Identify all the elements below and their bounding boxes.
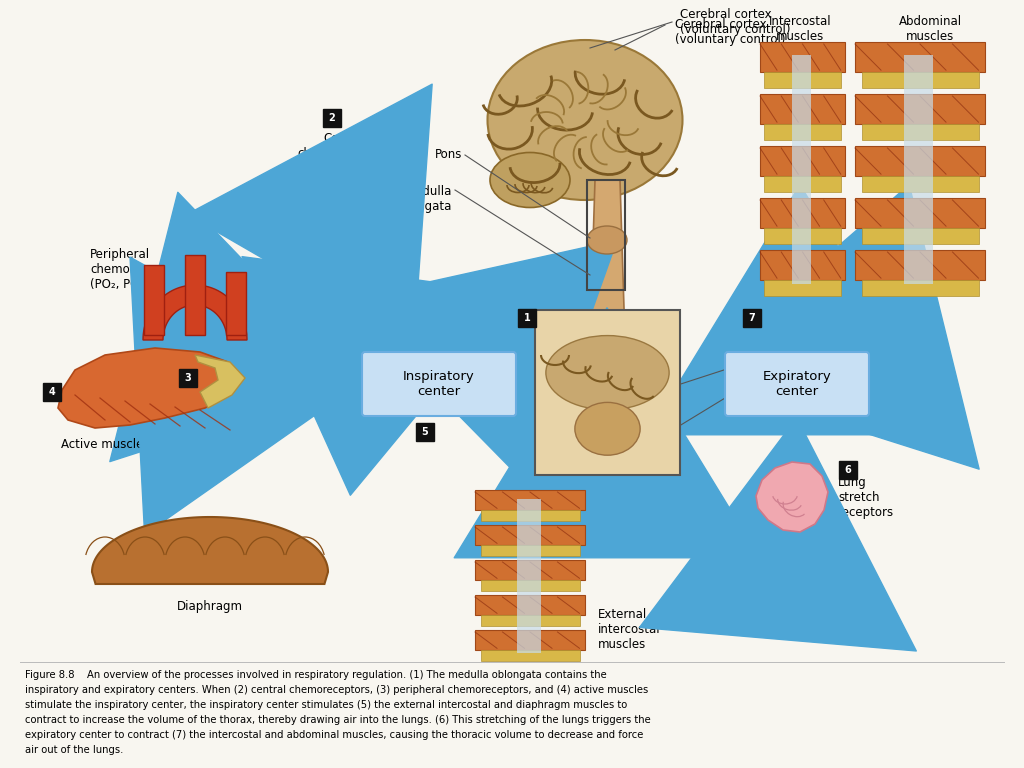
FancyBboxPatch shape (855, 250, 985, 280)
Text: External
intercostal
muscles: External intercostal muscles (598, 608, 660, 651)
FancyBboxPatch shape (760, 146, 845, 176)
FancyBboxPatch shape (480, 545, 580, 556)
FancyBboxPatch shape (480, 650, 580, 660)
FancyBboxPatch shape (764, 228, 841, 243)
FancyBboxPatch shape (475, 525, 585, 545)
FancyBboxPatch shape (518, 309, 536, 327)
FancyBboxPatch shape (743, 309, 761, 327)
Polygon shape (92, 517, 328, 584)
Polygon shape (195, 355, 245, 408)
FancyBboxPatch shape (43, 383, 61, 401)
FancyBboxPatch shape (904, 55, 933, 284)
Text: Abdominal
muscles: Abdominal muscles (898, 15, 962, 43)
Polygon shape (144, 265, 164, 335)
Polygon shape (590, 180, 625, 340)
Ellipse shape (574, 402, 640, 455)
Text: 7: 7 (749, 313, 756, 323)
Polygon shape (226, 272, 246, 335)
Text: Diaphragm: Diaphragm (177, 600, 243, 613)
FancyBboxPatch shape (764, 72, 841, 88)
FancyBboxPatch shape (760, 42, 845, 72)
Text: Pons: Pons (434, 148, 462, 161)
FancyBboxPatch shape (764, 124, 841, 140)
FancyBboxPatch shape (793, 55, 811, 284)
Text: Inspiratory
center: Inspiratory center (403, 370, 475, 398)
Text: Medulla
oblongata: Medulla oblongata (392, 185, 452, 213)
FancyBboxPatch shape (861, 280, 979, 296)
FancyBboxPatch shape (416, 423, 434, 441)
FancyBboxPatch shape (855, 42, 985, 72)
Text: inspiratory and expiratory centers. When (2) central chemoreceptors, (3) periphe: inspiratory and expiratory centers. When… (25, 685, 648, 695)
Text: Central
chemoreceptors
(PCO₂, pH): Central chemoreceptors (PCO₂, pH) (297, 132, 393, 175)
FancyBboxPatch shape (760, 94, 845, 124)
FancyBboxPatch shape (475, 630, 585, 650)
Text: Cerebral cortex
(voluntary control): Cerebral cortex (voluntary control) (675, 18, 785, 46)
Polygon shape (185, 255, 205, 335)
Text: stimulate the inspiratory center, the inspiratory center stimulates (5) the exte: stimulate the inspiratory center, the in… (25, 700, 628, 710)
Text: Lung
stretch
receptors: Lung stretch receptors (838, 476, 894, 519)
FancyBboxPatch shape (179, 369, 197, 387)
Text: 4: 4 (48, 387, 55, 397)
Text: 1: 1 (523, 313, 530, 323)
FancyBboxPatch shape (855, 146, 985, 176)
FancyBboxPatch shape (839, 461, 857, 479)
Text: Figure 8.8    An overview of the processes involved in respiratory regulation. (: Figure 8.8 An overview of the processes … (25, 670, 607, 680)
FancyBboxPatch shape (480, 615, 580, 626)
Polygon shape (143, 285, 247, 340)
FancyBboxPatch shape (861, 176, 979, 192)
Ellipse shape (490, 153, 570, 207)
FancyBboxPatch shape (480, 510, 580, 521)
FancyBboxPatch shape (861, 228, 979, 243)
Text: 3: 3 (184, 373, 191, 383)
FancyBboxPatch shape (535, 310, 680, 475)
FancyBboxPatch shape (517, 498, 541, 653)
FancyBboxPatch shape (760, 198, 845, 228)
Polygon shape (756, 462, 828, 532)
FancyBboxPatch shape (362, 352, 516, 416)
FancyBboxPatch shape (480, 581, 580, 591)
FancyBboxPatch shape (760, 250, 845, 280)
FancyBboxPatch shape (855, 198, 985, 228)
Polygon shape (58, 348, 240, 428)
FancyBboxPatch shape (475, 560, 585, 581)
Text: Active muscles: Active muscles (60, 438, 150, 451)
Text: Cerebral cortex
(voluntary control): Cerebral cortex (voluntary control) (680, 8, 791, 36)
Ellipse shape (546, 336, 669, 410)
Text: contract to increase the volume of the thorax, thereby drawing air into the lung: contract to increase the volume of the t… (25, 715, 650, 725)
Text: Expiratory
center: Expiratory center (763, 370, 831, 398)
Text: 2: 2 (329, 113, 336, 123)
FancyBboxPatch shape (855, 94, 985, 124)
FancyBboxPatch shape (764, 176, 841, 192)
FancyBboxPatch shape (861, 72, 979, 88)
Ellipse shape (587, 226, 627, 254)
Text: Intercostal
muscles: Intercostal muscles (769, 15, 831, 43)
Text: Peripheral
chemoreceptors
(PO₂, PCO₂, pH): Peripheral chemoreceptors (PO₂, PCO₂, pH… (90, 248, 186, 291)
FancyBboxPatch shape (725, 352, 869, 416)
FancyBboxPatch shape (861, 124, 979, 140)
FancyBboxPatch shape (475, 595, 585, 615)
FancyBboxPatch shape (323, 109, 341, 127)
Text: 5: 5 (422, 427, 428, 437)
FancyBboxPatch shape (764, 280, 841, 296)
Text: air out of the lungs.: air out of the lungs. (25, 745, 123, 755)
Text: expiratory center to contract (7) the intercostal and abdominal muscles, causing: expiratory center to contract (7) the in… (25, 730, 643, 740)
Ellipse shape (487, 40, 683, 200)
FancyBboxPatch shape (475, 490, 585, 510)
Text: 6: 6 (845, 465, 851, 475)
